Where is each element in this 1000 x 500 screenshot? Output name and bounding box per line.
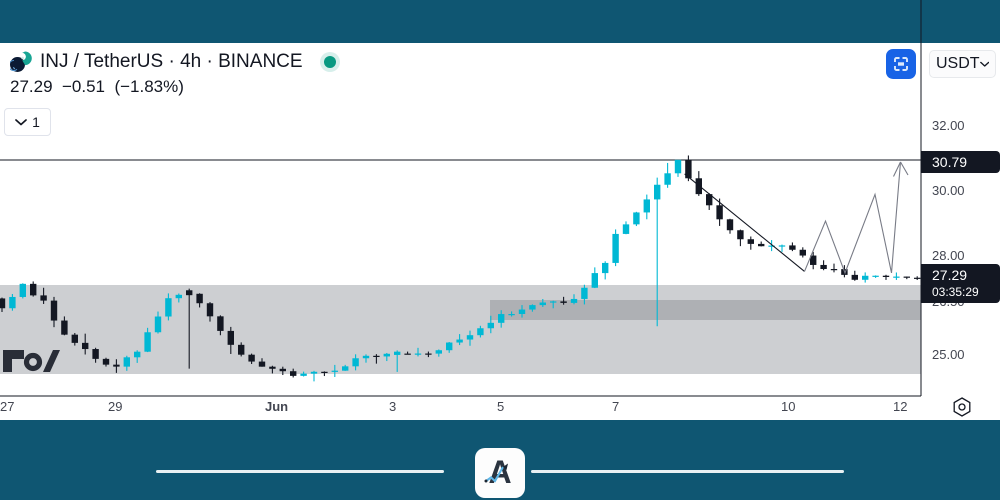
svg-text:27.29: 27.29 [932,267,967,283]
svg-text:5: 5 [497,399,504,414]
svg-text:Jun: Jun [265,399,288,414]
svg-text:29: 29 [108,399,122,414]
svg-text:28.00: 28.00 [932,248,965,263]
svg-text:7: 7 [612,399,619,414]
svg-text:03:35:29: 03:35:29 [932,285,979,299]
svg-text:10: 10 [781,399,795,414]
svg-text:3: 3 [389,399,396,414]
svg-text:32.00: 32.00 [932,118,965,133]
svg-text:30.79: 30.79 [932,154,967,170]
svg-text:25.00: 25.00 [932,347,965,362]
svg-text:27: 27 [0,399,14,414]
svg-text:30.00: 30.00 [932,183,965,198]
svg-text:12: 12 [893,399,907,414]
